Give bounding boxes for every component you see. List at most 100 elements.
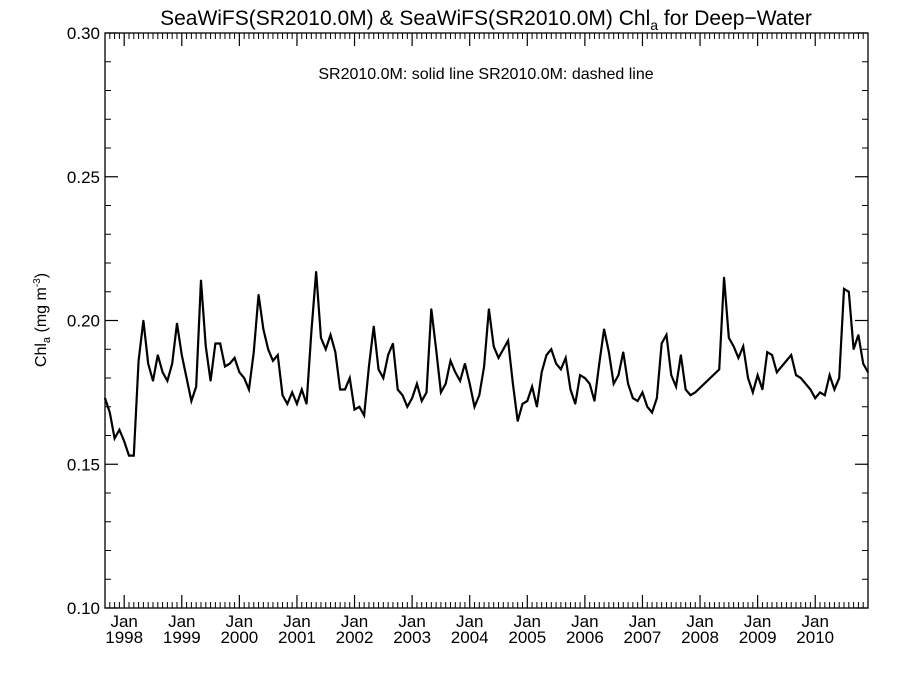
data-point xyxy=(651,411,653,414)
data-point xyxy=(305,403,308,405)
data-point xyxy=(310,331,313,333)
x-tick-month-label: Jan xyxy=(283,612,310,631)
data-point xyxy=(867,371,869,374)
data-point xyxy=(660,342,663,345)
data-point xyxy=(118,428,121,431)
data-point xyxy=(454,371,457,374)
series-layer xyxy=(103,270,869,457)
data-point xyxy=(560,368,562,371)
x-tick-month-label: Jan xyxy=(514,612,541,631)
data-point xyxy=(771,354,773,356)
data-point xyxy=(737,357,740,359)
data-point xyxy=(137,359,140,362)
data-point xyxy=(862,362,864,365)
data-point xyxy=(286,403,289,405)
data-point xyxy=(507,339,509,342)
data-point xyxy=(564,357,567,359)
data-point xyxy=(411,397,413,399)
series-line-solid xyxy=(103,271,869,457)
data-point xyxy=(156,354,159,356)
data-point xyxy=(761,388,764,391)
data-point xyxy=(344,388,346,391)
data-point xyxy=(147,362,149,365)
data-point xyxy=(848,290,850,293)
data-point xyxy=(363,414,365,417)
data-point xyxy=(464,362,466,365)
data-point xyxy=(339,388,341,391)
data-point xyxy=(843,288,845,290)
data-point xyxy=(219,342,221,345)
data-point xyxy=(291,391,293,394)
x-tick-month-label: Jan xyxy=(226,612,253,631)
chart-title-subscript: a xyxy=(650,17,658,33)
series-style-annotation: SR2010.0M: solid line SR2010.0M: dashed … xyxy=(318,66,653,83)
data-point xyxy=(128,454,130,457)
data-point xyxy=(612,382,615,385)
data-point xyxy=(195,385,197,388)
data-point xyxy=(800,377,802,379)
x-tick-month-label: Jan xyxy=(168,612,195,631)
data-point xyxy=(838,377,841,379)
data-point xyxy=(473,405,476,408)
data-point xyxy=(742,345,745,348)
x-tick-month-label: Jan xyxy=(110,612,137,631)
data-point xyxy=(684,388,687,391)
data-point xyxy=(819,391,821,394)
data-point xyxy=(641,391,644,394)
data-point xyxy=(785,359,788,362)
data-point xyxy=(483,365,485,368)
data-point xyxy=(320,336,322,339)
data-point xyxy=(248,388,250,391)
data-point xyxy=(512,382,514,385)
data-point xyxy=(132,454,135,457)
data-point xyxy=(608,351,610,353)
data-point xyxy=(555,362,557,365)
data-point xyxy=(142,319,145,322)
data-point xyxy=(603,328,605,330)
data-point xyxy=(536,405,538,408)
y-tick-label: 0.10 xyxy=(67,599,100,618)
data-point xyxy=(780,365,783,368)
data-point xyxy=(579,374,581,376)
data-point xyxy=(315,270,317,273)
data-point xyxy=(574,403,577,405)
y-axis-label-superscript: -3 xyxy=(32,278,43,287)
data-point xyxy=(161,371,164,374)
data-point xyxy=(348,377,351,379)
data-point xyxy=(262,328,265,330)
data-point xyxy=(732,345,735,348)
data-point xyxy=(670,374,673,376)
plot-frame xyxy=(104,32,869,609)
data-point xyxy=(545,354,548,356)
data-point xyxy=(296,403,298,405)
data-point xyxy=(488,308,490,310)
data-point xyxy=(358,405,361,408)
data-point xyxy=(396,388,399,391)
data-point xyxy=(104,397,106,399)
data-point xyxy=(646,405,649,408)
x-tick-year-label: 2004 xyxy=(451,628,489,647)
data-point xyxy=(152,380,154,382)
data-point xyxy=(267,348,269,351)
data-point xyxy=(300,388,303,391)
data-point xyxy=(689,394,692,397)
x-tick-month-label: Jan xyxy=(802,612,829,631)
data-point xyxy=(281,394,284,397)
data-point xyxy=(627,382,629,385)
data-point xyxy=(171,362,173,365)
data-point xyxy=(766,351,769,353)
data-point xyxy=(353,408,356,411)
x-tick-year-label: 2000 xyxy=(220,628,258,647)
data-point xyxy=(392,342,394,345)
data-point xyxy=(334,351,337,353)
data-point xyxy=(190,400,193,402)
x-tick-year-label: 2010 xyxy=(796,628,834,647)
x-tick-year-label: 2005 xyxy=(508,628,546,647)
data-point xyxy=(492,345,495,348)
x-tick-year-label: 2009 xyxy=(739,628,777,647)
data-point xyxy=(243,377,245,379)
x-tick-year-label: 1999 xyxy=(163,628,201,647)
data-point xyxy=(526,400,529,402)
data-point xyxy=(723,276,725,279)
data-point xyxy=(324,348,327,351)
